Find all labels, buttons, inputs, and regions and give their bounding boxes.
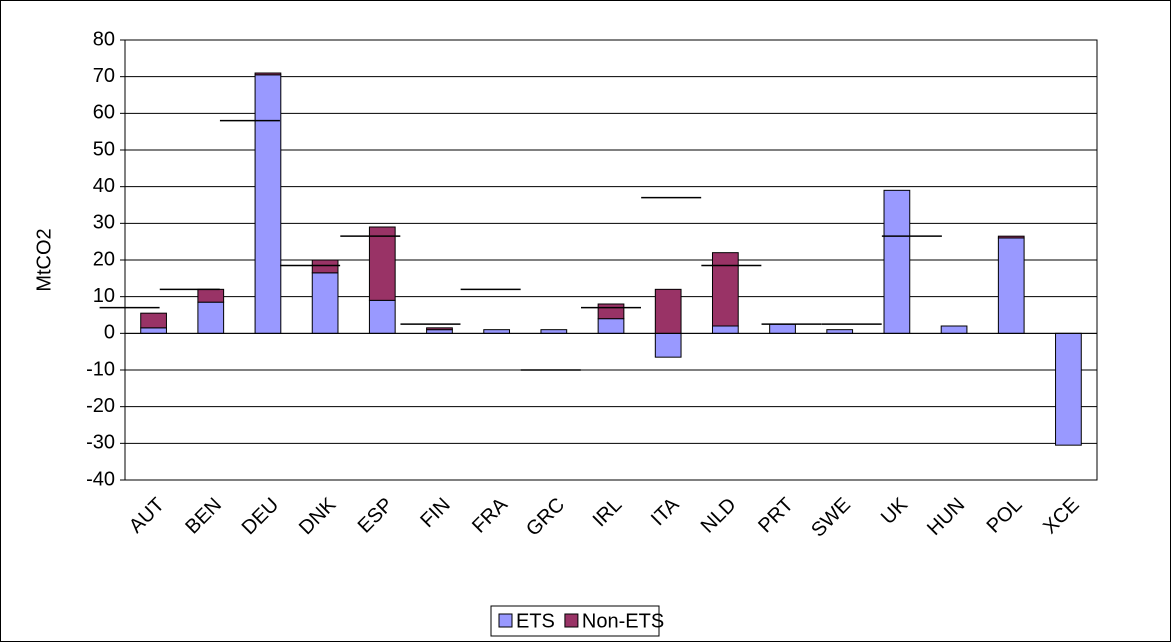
y-tick-label: 50 [93,138,115,160]
y-tick-label: -30 [86,432,115,454]
bar-segment [769,323,796,334]
y-tick-label: -20 [86,395,115,417]
bar-segment [483,329,511,334]
bar-segment [654,288,682,334]
legend-swatch [564,613,579,628]
legend-swatch [498,613,513,628]
bar-segment [140,327,167,334]
y-tick-label: 70 [93,65,115,87]
bar-segment [826,329,854,334]
y-axis-label: MtCO2 [33,228,55,291]
y-tick-label: -40 [86,468,115,490]
bar-segment [426,329,453,334]
bar-segment [311,272,339,334]
bar-segment [197,288,225,303]
y-tick-label: 10 [93,285,115,307]
bar-segment [368,299,396,334]
bar-segment [711,325,739,334]
bar-segment [426,327,453,331]
bar-segment [597,303,625,320]
bar-segment [654,332,682,358]
y-tick-label: 20 [93,248,115,270]
bar-segment [997,235,1025,239]
bar-segment [311,259,339,274]
bar-segment [711,252,739,327]
bar-segment [940,325,968,334]
bar-segment [368,226,396,301]
bar-segment [597,318,625,334]
bar-segment [140,312,167,329]
bar-segment [883,189,911,334]
y-tick-label: 60 [93,102,115,124]
y-tick-label: 30 [93,212,115,234]
bar-segment [254,74,282,334]
legend-label: Non-ETS [582,610,664,632]
y-tick-label: 40 [93,175,115,197]
y-tick-label: 80 [93,28,115,50]
y-tick-label: 0 [104,322,115,344]
legend-label: ETS [516,610,555,632]
bar-segment [997,237,1025,334]
bar-segment [254,72,282,76]
bar-segment [1055,332,1082,446]
y-tick-label: -10 [86,358,115,380]
bar-segment [540,329,568,334]
bar-segment [197,301,225,334]
